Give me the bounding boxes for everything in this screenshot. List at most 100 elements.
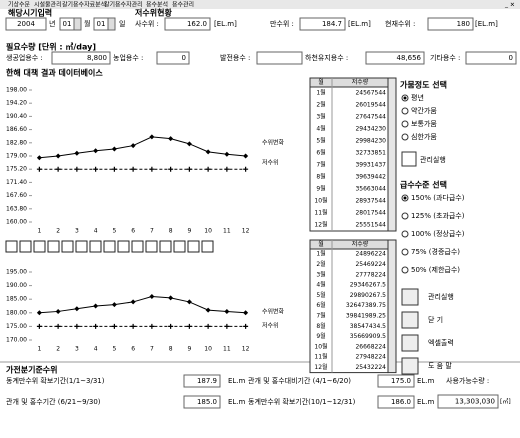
field-input[interactable] [427,17,474,31]
radio-label[interactable]: 심한가뭄 [411,132,437,141]
table-cell: 28017544 [355,210,386,217]
available-input[interactable] [437,394,499,409]
legend-label: 수위변화 [262,139,285,147]
toolbar-icon[interactable] [89,240,102,253]
field-input[interactable] [299,17,346,31]
y-tick-label: 190.00 [6,282,27,289]
series-line [39,295,246,314]
scrollbar[interactable] [387,77,397,232]
dropdown[interactable] [107,17,116,31]
radio[interactable] [401,248,409,256]
button-label[interactable]: 닫 기 [428,315,443,324]
x-tick-label: 12 [242,346,250,353]
menu-item[interactable]: 갈기용수자관리 [104,1,143,9]
point [243,153,249,159]
radio-label[interactable]: 50% (제한급수) [411,266,460,274]
point [168,323,174,329]
table-cell: 9월 [316,332,325,340]
toolbar-icon[interactable] [33,240,46,253]
field-label: 생공업용수 : [6,53,43,62]
toolbar-icon[interactable] [131,240,144,253]
button-icon[interactable] [401,357,419,375]
button-icon[interactable] [401,311,419,329]
button-label[interactable]: 관리실행 [428,292,454,301]
row-input[interactable] [377,395,415,409]
legend-label: 저수위 [262,322,279,330]
toolbar-icon[interactable] [201,240,214,253]
toolbar-icon[interactable] [117,240,130,253]
table-cell: 32733851 [355,150,386,157]
table-cell: 27647544 [355,114,386,121]
unit: 년 [49,19,55,28]
toolbar-icon[interactable] [145,240,158,253]
point [130,143,136,149]
field-input[interactable] [256,51,303,65]
row-label: 동계만수위 확보기간(1/1~3/31) [6,376,105,385]
table-bg [309,239,389,374]
point [111,323,117,329]
field-input[interactable] [156,51,190,65]
toolbar-icon[interactable] [187,240,200,253]
toolbar-icon[interactable] [19,240,32,253]
radio[interactable] [401,120,409,128]
row-input[interactable] [377,374,415,388]
row-label: 동계만수위 확보기간(10/1~12/31) [248,397,356,406]
radio-label[interactable]: 약간가뭄 [411,106,437,115]
toolbar-icon[interactable] [5,240,18,253]
radio-label[interactable]: 75% (경증급수) [411,247,460,256]
radio-label[interactable]: 150% (과다급수) [411,193,465,202]
field-label: 사용가능수량 : [446,376,489,385]
menu-item[interactable]: 갈기용수자료분석 [62,1,106,9]
scrollbar[interactable] [387,239,397,374]
radio[interactable] [401,212,409,220]
toolbar-icon[interactable] [173,240,186,253]
field-input-value: 0 [509,54,513,62]
menu-item[interactable]: 용수관리 [172,1,194,9]
table-cell: 6월 [316,301,325,309]
toolbar-icon[interactable] [47,240,60,253]
menu-item[interactable]: 시설물관리 [34,1,62,9]
field-input[interactable] [465,51,517,65]
field-input[interactable] [365,51,425,65]
table-cell: 8월 [316,173,325,181]
radio-label[interactable]: 보통가뭄 [411,119,437,128]
button-label[interactable]: 엑셀출력 [428,338,454,347]
point [130,323,136,329]
table-cell: 29346267.5 [350,282,386,289]
field-label: 만수위 : [270,19,294,28]
radio-label[interactable]: 100% (정상급수) [411,229,465,238]
table-cell: 8월 [316,322,325,330]
toolbar-icon[interactable] [103,240,116,253]
toolbar-icon[interactable] [61,240,74,253]
button-icon[interactable] [401,288,419,306]
toolbar-icon[interactable] [159,240,172,253]
radio[interactable] [401,107,409,115]
button-icon[interactable] [401,334,419,352]
radio[interactable] [401,133,409,141]
row-input[interactable] [183,374,221,388]
table-cell: 39931437 [355,162,386,169]
point [93,303,99,309]
button-icon[interactable] [401,151,417,167]
radio[interactable] [401,230,409,238]
button-label[interactable]: 관리실행 [420,155,446,164]
radio-label[interactable]: 125% (초과급수) [411,211,465,220]
radio-label[interactable]: 평년 [411,93,424,102]
radio[interactable] [401,266,409,274]
toolbar-icon[interactable] [75,240,88,253]
row-input[interactable] [183,395,221,409]
year-input[interactable] [5,17,47,31]
y-tick-label: 198.00 [6,87,27,94]
field-input[interactable] [164,17,211,31]
table-cell: 35669909.5 [350,333,386,340]
row-input-value: 185.0 [197,398,217,406]
window-controls[interactable]: _ ✕ [504,2,515,9]
dropdown[interactable] [73,17,82,31]
menu-item[interactable]: 용수분석 [146,1,168,9]
field-input[interactable] [51,51,111,65]
field-input-value: 8,800 [87,54,107,62]
y-tick-label: 194.20 [6,100,27,107]
button-label[interactable]: 도 움 말 [428,362,452,370]
menu-item[interactable]: 기상수문 [8,1,31,9]
section-title: 급수수준 선택 [400,180,447,190]
